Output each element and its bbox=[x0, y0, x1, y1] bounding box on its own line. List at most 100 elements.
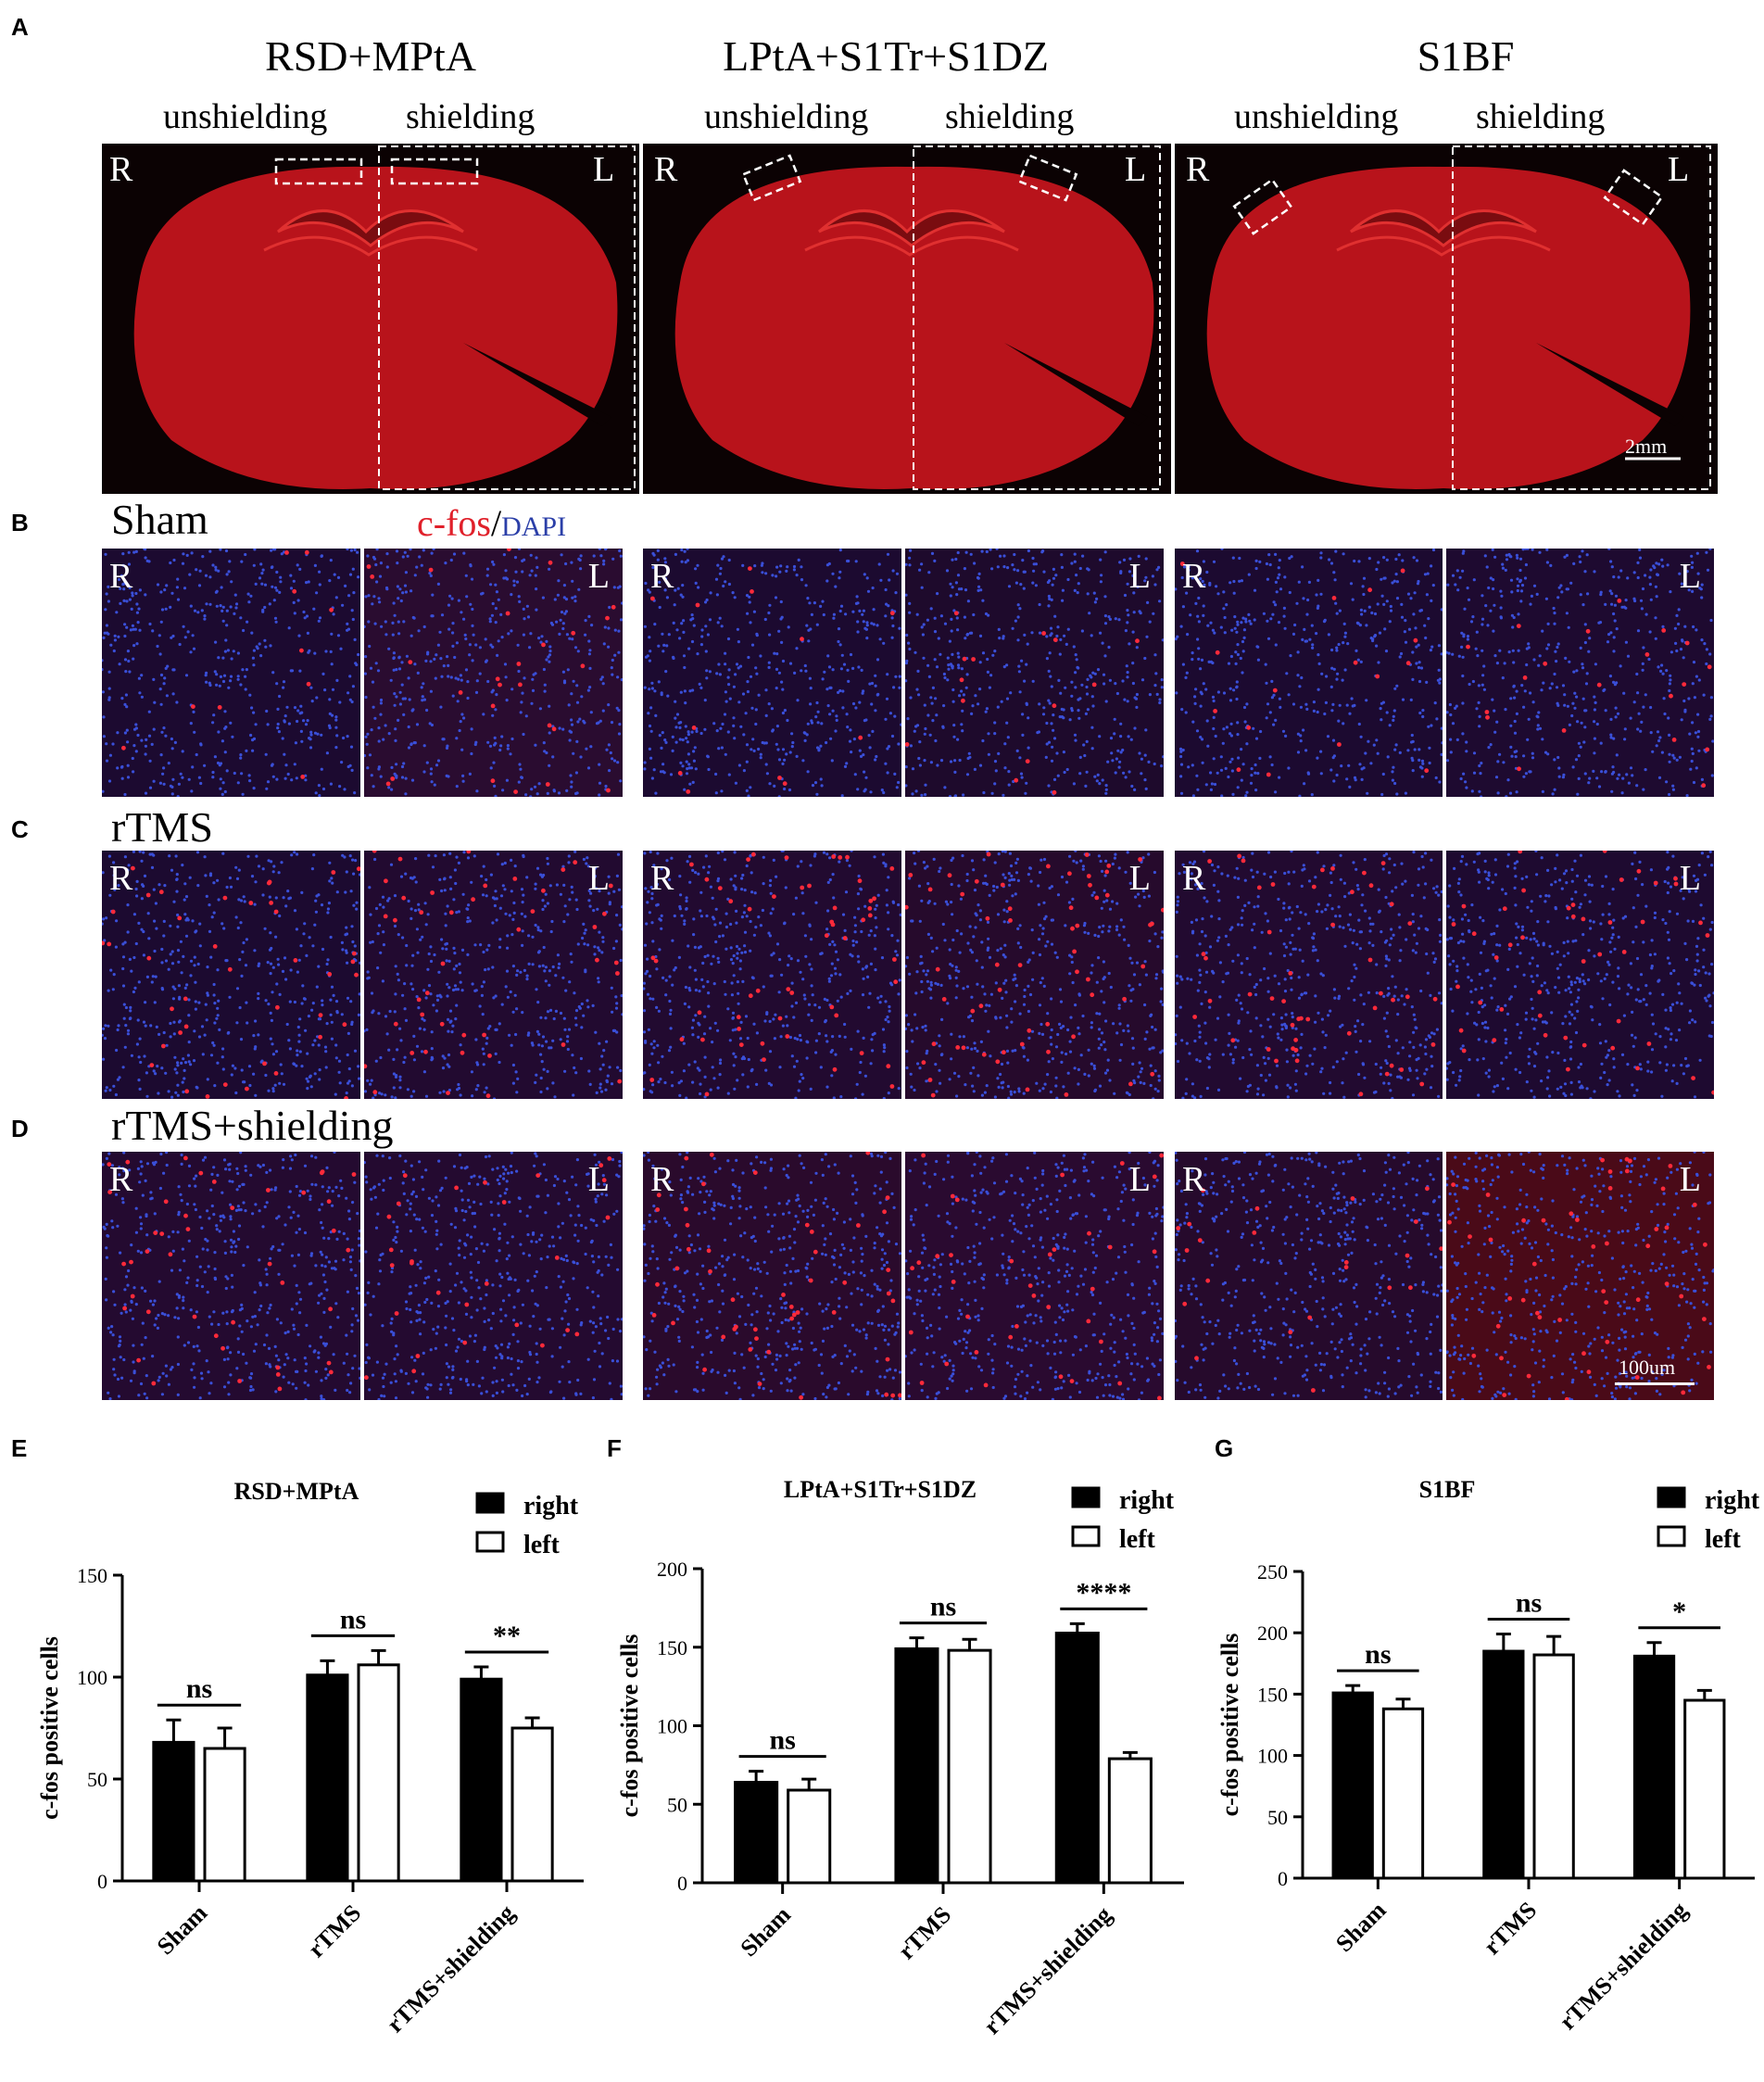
left-side-label: L bbox=[593, 149, 614, 190]
y-tick-label: 100 bbox=[77, 1666, 107, 1689]
left-side-label: L bbox=[1125, 149, 1146, 190]
shielding-label-3: shielding bbox=[1476, 96, 1605, 137]
micro-tile-sham-6: L bbox=[1446, 549, 1714, 797]
unshielding-label-1: unshielding bbox=[163, 96, 327, 137]
micro-scale-bar bbox=[1615, 1382, 1695, 1385]
right-side-label: R bbox=[109, 858, 132, 899]
legend-label-right: right bbox=[1119, 1486, 1175, 1515]
significance-label: ** bbox=[493, 1621, 521, 1651]
bar-left bbox=[1383, 1709, 1422, 1878]
panel-label-c: C bbox=[11, 815, 29, 844]
cell-image bbox=[1446, 549, 1714, 797]
significance-label: ns bbox=[930, 1592, 956, 1622]
brain-section-s1bf: R L 2mm bbox=[1175, 144, 1718, 494]
micro-tile-sham-4: L bbox=[905, 549, 1164, 797]
bar-right bbox=[308, 1675, 347, 1881]
cell-image bbox=[1446, 851, 1714, 1099]
right-side-label: R bbox=[1182, 1159, 1205, 1200]
micro-tile-rtms-shielding-5: R bbox=[1175, 1152, 1443, 1400]
significance-label: ns bbox=[769, 1725, 795, 1756]
scale-bar-label: 2mm bbox=[1625, 435, 1667, 459]
micro-tile-rtms-3: R bbox=[643, 851, 901, 1099]
right-side-label: R bbox=[1182, 556, 1205, 597]
right-side-label: R bbox=[650, 858, 674, 899]
bar-left bbox=[205, 1748, 245, 1881]
x-tick-label: rTMS bbox=[1479, 1897, 1543, 1961]
y-tick-label: 250 bbox=[1257, 1560, 1288, 1584]
panel-label-d: D bbox=[11, 1115, 29, 1143]
cell-image bbox=[643, 851, 901, 1099]
micro-tile-sham-2: L bbox=[364, 549, 623, 797]
cell-image bbox=[102, 851, 360, 1099]
micro-tile-sham-1: R bbox=[102, 549, 360, 797]
x-tick-label: rTMS+shielding bbox=[382, 1899, 520, 2038]
x-tick-label: rTMS bbox=[893, 1901, 957, 1965]
y-axis-label: c-fos positive cells bbox=[616, 1634, 643, 1818]
shielding-label-1: shielding bbox=[406, 96, 535, 137]
bar-right bbox=[154, 1742, 194, 1881]
left-side-label: L bbox=[1129, 1159, 1151, 1200]
y-tick-label: 150 bbox=[1257, 1683, 1288, 1706]
bar-left bbox=[512, 1728, 552, 1881]
x-tick-label: rTMS+shielding bbox=[978, 1901, 1116, 2039]
legend-swatch-right bbox=[477, 1494, 503, 1512]
brain-section-lpta: R L bbox=[643, 144, 1171, 494]
micro-tile-rtms-6: L bbox=[1446, 851, 1714, 1099]
y-tick-label: 150 bbox=[657, 1636, 687, 1659]
micro-tile-rtms-2: L bbox=[364, 851, 623, 1099]
bar-right bbox=[1056, 1633, 1098, 1883]
right-side-label: R bbox=[109, 149, 132, 190]
region-title-lpta: LPtA+S1Tr+S1DZ bbox=[645, 32, 1127, 81]
micro-tile-rtms-shielding-1: R bbox=[102, 1152, 360, 1400]
left-side-label: L bbox=[588, 1159, 610, 1200]
significance-label: **** bbox=[1076, 1577, 1131, 1608]
y-tick-label: 0 bbox=[677, 1872, 687, 1895]
stain-separator: / bbox=[491, 502, 501, 544]
y-tick-label: 100 bbox=[1257, 1745, 1288, 1768]
left-side-label: L bbox=[1680, 556, 1701, 597]
legend-swatch-left bbox=[1073, 1527, 1099, 1546]
legend-label-left: left bbox=[523, 1531, 561, 1559]
row-title-rtms-shielding: rTMS+shielding bbox=[111, 1101, 394, 1150]
bar-left bbox=[1534, 1655, 1573, 1878]
cell-image bbox=[102, 1152, 360, 1400]
legend-label-left: left bbox=[1705, 1525, 1742, 1554]
cell-image bbox=[102, 549, 360, 797]
brain-image bbox=[643, 144, 1171, 494]
unshielding-label-3: unshielding bbox=[1234, 96, 1398, 137]
left-side-label: L bbox=[1680, 1159, 1701, 1200]
bar-right bbox=[1634, 1656, 1673, 1878]
right-side-label: R bbox=[650, 556, 674, 597]
brain-image bbox=[102, 144, 639, 494]
right-side-label: R bbox=[650, 1159, 674, 1200]
legend-swatch-right bbox=[1073, 1488, 1099, 1507]
y-axis-label: c-fos positive cells bbox=[1216, 1634, 1243, 1817]
unshielding-label-2: unshielding bbox=[704, 96, 868, 137]
bar-left bbox=[1109, 1759, 1151, 1883]
left-side-label: L bbox=[588, 556, 610, 597]
brain-section-rsd: R L bbox=[102, 144, 639, 494]
region-title-rsd: RSD+MPtA bbox=[130, 32, 611, 81]
significance-label: ns bbox=[340, 1604, 366, 1634]
micro-tile-rtms-5: R bbox=[1175, 851, 1443, 1099]
bar-right bbox=[1333, 1693, 1372, 1878]
right-side-label: R bbox=[1186, 149, 1209, 190]
row-title-rtms: rTMS bbox=[111, 802, 213, 852]
y-tick-label: 150 bbox=[77, 1564, 107, 1587]
micro-tile-rtms-shielding-3: R bbox=[643, 1152, 901, 1400]
dapi-label: DAPI bbox=[501, 511, 566, 542]
micro-tile-rtms-1: R bbox=[102, 851, 360, 1099]
stain-legend: c-fos/DAPI bbox=[417, 501, 566, 545]
legend-swatch-left bbox=[477, 1533, 503, 1551]
significance-label: ns bbox=[186, 1673, 212, 1704]
chart-title: S1BF bbox=[1419, 1476, 1476, 1503]
bar-left bbox=[1685, 1700, 1724, 1878]
micro-tile-rtms-4: L bbox=[905, 851, 1164, 1099]
cell-image bbox=[905, 549, 1164, 797]
y-tick-label: 50 bbox=[87, 1768, 107, 1791]
significance-label: * bbox=[1672, 1596, 1686, 1627]
micro-tile-rtms-shielding-4: L bbox=[905, 1152, 1164, 1400]
left-side-label: L bbox=[1129, 556, 1151, 597]
legend-label-right: right bbox=[523, 1492, 579, 1520]
